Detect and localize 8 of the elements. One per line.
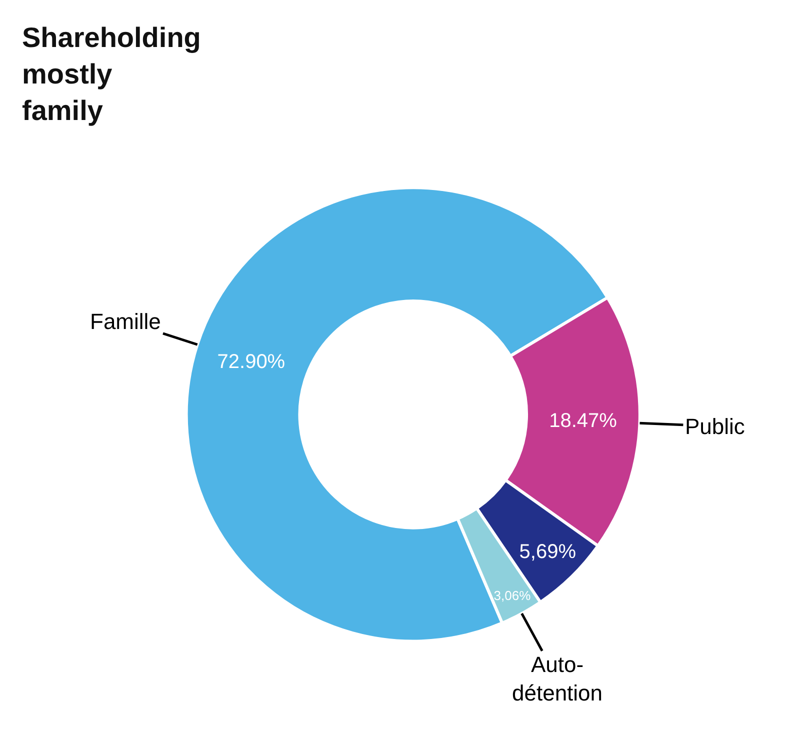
data-label: 72.90% [217, 351, 286, 374]
slice-label: Auto- détention [512, 652, 603, 706]
data-label: 5,69% [519, 541, 576, 564]
chart-title: Shareholding mostly family [22, 22, 201, 126]
slice-label: Public [685, 414, 745, 439]
data-label: 18.47% [549, 410, 618, 432]
data-label: 3,06% [494, 588, 532, 603]
slice-label: Famille [90, 309, 161, 334]
